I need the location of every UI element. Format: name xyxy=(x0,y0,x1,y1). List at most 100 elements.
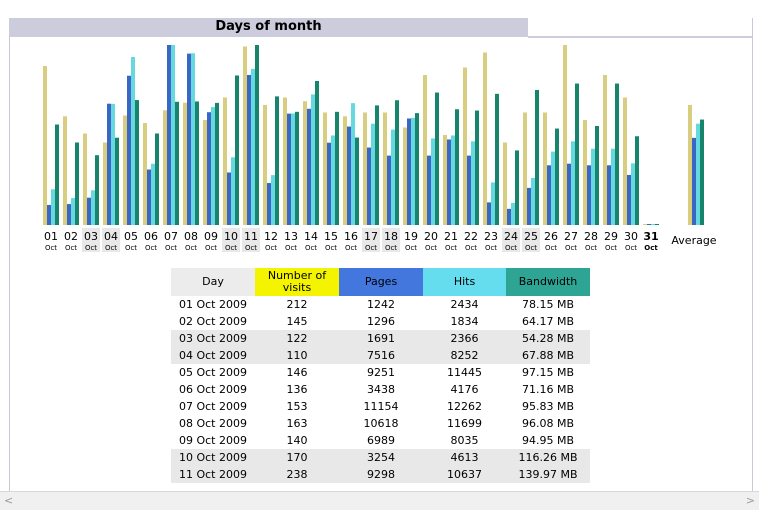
day-tick-label: 25 xyxy=(524,230,538,243)
bar-hits-05 xyxy=(131,56,135,225)
day-tick-label: 07 xyxy=(164,230,178,243)
month-tick-label: Oct xyxy=(625,244,637,252)
cell-bandwidth: 94.95 MB xyxy=(521,434,575,447)
cell-pages: 9251 xyxy=(367,366,395,379)
day-tick-label: 02 xyxy=(64,230,78,243)
bar-bandwidth-25 xyxy=(535,89,539,225)
weekend-label-bg xyxy=(222,228,240,252)
bar-pages-09 xyxy=(207,112,211,225)
bar-bandwidth-01 xyxy=(55,124,59,225)
cell-pages: 1691 xyxy=(339,330,423,347)
bar-bandwidth-07 xyxy=(175,101,179,225)
bar-visits-16 xyxy=(343,116,347,225)
day-tick-label: 15 xyxy=(324,230,338,243)
cell-day: 04 Oct 2009 xyxy=(171,347,255,364)
bar-visits-22 xyxy=(463,67,467,225)
cell-bandwidth: 96.08 MB xyxy=(521,417,575,430)
bar-pages-12 xyxy=(267,183,271,225)
bar-pages-27 xyxy=(567,163,571,225)
horizontal-scrollbar[interactable]: < > xyxy=(0,491,759,510)
bar-pages-02 xyxy=(67,204,71,225)
bar-bandwidth-21 xyxy=(455,109,459,225)
weekend-label-bg xyxy=(242,228,260,252)
cell-hits: 4176 xyxy=(450,383,479,396)
bar-pages-08 xyxy=(187,53,191,225)
bar-visits-25 xyxy=(523,112,527,225)
bar-pages-31 xyxy=(647,224,651,225)
table-row: 06 Oct 2009 136 3438 4176 71.16 MB xyxy=(171,381,590,398)
bar-bandwidth-27 xyxy=(575,83,579,226)
average-label: Average xyxy=(671,234,716,247)
bar-visits-06 xyxy=(143,123,147,225)
bar-visits-20 xyxy=(423,75,427,225)
cell-pages: 9298 xyxy=(339,466,423,483)
bar-hits-27 xyxy=(571,141,575,225)
table-row: 04 Oct 2009 110 7516 8252 67.88 MB xyxy=(171,347,590,364)
bar-hits-03 xyxy=(91,190,95,225)
month-tick-label: Oct xyxy=(425,244,437,252)
bar-bandwidth-23 xyxy=(495,93,499,225)
day-tick-label: 14 xyxy=(304,230,318,243)
bar-visits-29 xyxy=(603,75,607,225)
month-tick-label: Oct xyxy=(205,244,217,252)
bar-pages-22 xyxy=(467,155,471,225)
month-tick-label: Oct xyxy=(325,244,337,252)
bar-bandwidth-29 xyxy=(615,83,619,226)
table-row: 08 Oct 2009 163 10618 11699 96.08 MB xyxy=(171,415,590,432)
bar-hits-23 xyxy=(491,182,495,225)
bar-hits-20 xyxy=(431,138,435,225)
bar-visits-07 xyxy=(163,110,167,225)
bar-bandwidth-22 xyxy=(475,110,479,225)
bar-bandwidth-14 xyxy=(315,80,319,225)
table-row: 01 Oct 2009 212 1242 2434 78.15 MB xyxy=(171,296,590,313)
table-row: 05 Oct 2009 146 9251 11445 97.15 MB xyxy=(171,364,590,381)
day-tick-label: 06 xyxy=(144,230,158,243)
table-row: 02 Oct 2009 145 1296 1834 64.17 MB xyxy=(171,313,590,330)
day-tick-label: 29 xyxy=(604,230,618,243)
day-tick-label: 19 xyxy=(404,230,418,243)
bar-visits-26 xyxy=(543,112,547,225)
day-tick-label: 21 xyxy=(444,230,458,243)
bar-hits-15 xyxy=(331,135,335,225)
weekend-label-bg xyxy=(522,228,540,252)
days-table: Day Number of visits Pages Hits Bandwidt… xyxy=(171,268,590,483)
bar-pages-26 xyxy=(547,165,551,225)
month-tick-label: Oct xyxy=(385,244,397,252)
bar-hits-11 xyxy=(251,68,255,225)
bar-average-bandwidth xyxy=(700,119,704,225)
cell-visits: 238 xyxy=(255,466,339,483)
bar-bandwidth-20 xyxy=(435,92,439,225)
cell-pages: 7516 xyxy=(339,347,423,364)
bar-bandwidth-31 xyxy=(655,224,659,225)
cell-hits: 2434 xyxy=(450,298,479,311)
bar-bandwidth-10 xyxy=(235,75,239,226)
cell-day: 03 Oct 2009 xyxy=(171,330,255,347)
cell-pages: 1242 xyxy=(367,298,395,311)
bar-bandwidth-28 xyxy=(595,125,599,225)
month-tick-label: Oct xyxy=(565,244,577,252)
bar-visits-31 xyxy=(643,224,647,225)
bar-visits-28 xyxy=(583,120,587,225)
cell-pages: 6989 xyxy=(367,434,395,447)
days-of-month-chart: 01Oct02Oct03Oct04Oct05Oct06Oct07Oct08Oct… xyxy=(43,45,717,252)
section-header: Days of month xyxy=(9,18,528,37)
cell-bandwidth: 95.83 MB xyxy=(521,400,575,413)
bar-pages-20 xyxy=(427,155,431,225)
cell-hits: 1834 xyxy=(450,315,479,328)
day-tick-label: 18 xyxy=(384,230,398,243)
bar-pages-13 xyxy=(287,113,291,225)
cell-visits: 163 xyxy=(286,417,308,430)
cell-pages: 3438 xyxy=(367,383,395,396)
bar-visits-11 xyxy=(243,46,247,225)
bar-visits-15 xyxy=(323,112,327,225)
day-tick-label: 11 xyxy=(244,230,258,243)
scroll-right-icon[interactable]: > xyxy=(745,494,755,507)
cell-visits: 110 xyxy=(255,347,339,364)
cell-bandwidth: 116.26 MB xyxy=(506,449,590,466)
header-divider xyxy=(528,36,752,38)
scroll-left-icon[interactable]: < xyxy=(4,494,14,507)
day-tick-label: 03 xyxy=(84,230,98,243)
bar-pages-24 xyxy=(507,208,511,225)
bar-hits-12 xyxy=(271,175,275,225)
cell-visits: 136 xyxy=(286,383,308,396)
